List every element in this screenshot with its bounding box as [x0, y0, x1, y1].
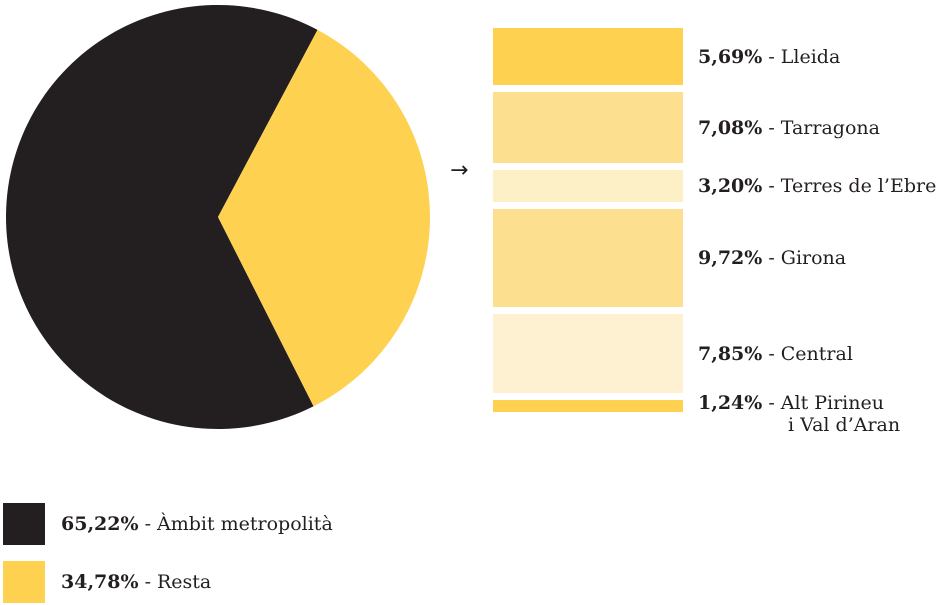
- bar-category-label: Central: [780, 342, 853, 365]
- legend-item-resta: 34,78% - Resta: [3, 561, 403, 605]
- legend-value: 65,22%: [61, 513, 139, 535]
- bar-value-label: 9,72%: [698, 247, 763, 269]
- bar-value-label: 3,20%: [698, 175, 763, 197]
- legend-swatch-dark: [3, 503, 45, 545]
- bar-label: 1,24% - Alt Pirineu i Val d’Aran: [698, 392, 900, 436]
- bar-terres-de-l-ebre: [493, 170, 683, 202]
- legend-separator: -: [144, 513, 151, 535]
- bar-label: 7,85% - Central: [698, 343, 853, 365]
- bar-category-label: Girona: [780, 247, 847, 269]
- legend-name: Àmbit metropolità: [156, 513, 333, 535]
- bar-label: 9,72% - Girona: [698, 247, 846, 269]
- bar-girona: [493, 209, 683, 307]
- bar-label-separator: -: [768, 392, 775, 414]
- bar-label: 5,69% - Lleida: [698, 46, 840, 68]
- bar-category-label: Alt Pirineu: [780, 392, 884, 414]
- bar-label-separator: -: [768, 116, 775, 139]
- legend-label: 34,78% - Resta: [61, 571, 211, 593]
- legend-label: 65,22% - Àmbit metropolità: [61, 513, 333, 535]
- legend-separator: -: [144, 571, 151, 593]
- bar-label-separator: -: [768, 45, 775, 68]
- legend-name: Resta: [156, 571, 212, 593]
- bar-lleida: [493, 28, 683, 85]
- bar-value-label: 7,08%: [698, 116, 763, 139]
- bar-category-label: Terres de l’Ebre: [780, 175, 937, 197]
- legend-value: 34,78%: [61, 571, 139, 593]
- bar-category-label-line2: i Val d’Aran: [788, 414, 901, 436]
- stacked-bar-chart: [493, 28, 683, 412]
- bar-label: 7,08% - Tarragona: [698, 117, 880, 139]
- bar-label-separator: -: [768, 342, 775, 365]
- bar-central: [493, 314, 683, 393]
- arrow-right-icon: →: [450, 158, 469, 183]
- pie-slice-resta: [218, 29, 431, 407]
- bar-value-label: 1,24%: [698, 392, 763, 414]
- bar-category-label: Tarragona: [780, 116, 880, 139]
- legend-swatch-yellow: [3, 561, 45, 603]
- bar-label-separator: -: [768, 175, 775, 197]
- bar-value-label: 7,85%: [698, 342, 763, 365]
- bar-label: 3,20% - Terres de l’Ebre: [698, 175, 936, 197]
- bar-category-label: Lleida: [780, 45, 841, 68]
- bar-value-label: 5,69%: [698, 45, 763, 68]
- bar-alt-pirineu-i-val-d-aran: [493, 400, 683, 412]
- legend-item-ambit-metropolita: 65,22% - Àmbit metropolità: [3, 503, 403, 547]
- bar-label-separator: -: [768, 247, 775, 269]
- bar-tarragona: [493, 92, 683, 163]
- pie-slice-ambit-metropolita: [6, 4, 318, 429]
- pie-chart: [6, 4, 431, 429]
